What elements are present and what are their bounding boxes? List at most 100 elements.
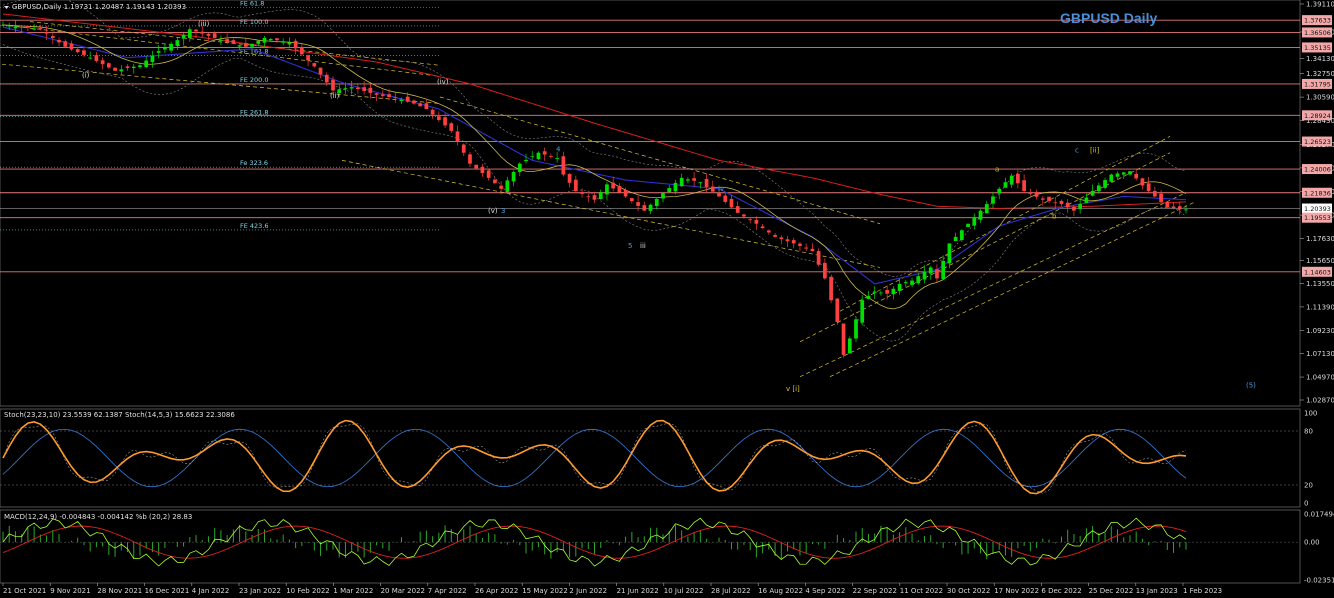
price-level-tag [1302, 136, 1332, 147]
candle [499, 180, 503, 195]
price-level-tag [1302, 164, 1332, 175]
candle-body [511, 172, 516, 182]
candle [181, 32, 186, 45]
date-tick-label: 13 Jan 2023 [1136, 587, 1178, 595]
candle-body [847, 338, 852, 354]
candle [187, 26, 192, 42]
candle [723, 193, 728, 204]
candle [1140, 177, 1145, 190]
candle [418, 101, 423, 107]
wave-label: 4 [556, 146, 561, 154]
stochastic-panel[interactable]: Stoch(23,23,10) 23.5539 62.1387 Stoch(14… [0, 408, 1301, 508]
candle-body [698, 182, 703, 184]
candle-body [26, 26, 30, 28]
date-tick-label: 11 Oct 2022 [900, 587, 943, 595]
candle [231, 39, 236, 45]
candle [549, 153, 553, 159]
candle-body [380, 94, 385, 96]
trend-channel-line [1, 63, 441, 104]
candle-body [418, 103, 423, 107]
candle-body [1034, 191, 1039, 197]
candle-body [187, 29, 192, 38]
candle [1047, 196, 1051, 204]
candle [810, 243, 815, 252]
candle [169, 41, 173, 53]
candle-body [673, 182, 678, 192]
candle [380, 90, 385, 99]
candle [1165, 201, 1170, 209]
candle-body [941, 260, 946, 280]
candle-body [928, 267, 933, 274]
candle-body [1065, 202, 1070, 208]
date-tick-label: 22 Sep 2022 [853, 587, 897, 595]
candle [879, 290, 883, 296]
stoch-signal-line [2, 422, 1187, 494]
candle [997, 186, 1002, 200]
price-tick-label: 1.09230 [1306, 327, 1334, 335]
wave-label: c [1075, 147, 1079, 155]
candle [324, 72, 329, 86]
candle-body [405, 96, 410, 102]
price-panel[interactable]: FE 61.8 FE 100.0 FE 161.8 FE 200.0 FE 261.8 F… [0, 0, 1301, 407]
candle-body [823, 262, 827, 279]
candle [318, 67, 323, 79]
candle-body [1109, 174, 1114, 182]
candle [1053, 196, 1058, 210]
candle [823, 258, 827, 280]
candle [592, 191, 597, 204]
candle [138, 62, 142, 69]
candle-body [903, 282, 908, 284]
price-level-label: 1.28924 [1304, 112, 1331, 120]
candle [829, 276, 833, 304]
candle-body [524, 160, 528, 162]
candle [654, 197, 659, 210]
candle-body [480, 166, 485, 174]
candle [910, 277, 914, 288]
candle [505, 176, 510, 194]
candle-body [430, 109, 435, 115]
price-tick-label: 1.30590 [1306, 94, 1334, 102]
wave-label: [ii] [1090, 147, 1100, 155]
ma-long-line [2, 13, 1187, 209]
candle-body [748, 219, 753, 221]
candle-body [654, 198, 659, 207]
candle-body [268, 39, 273, 41]
macd-panel[interactable]: MACD(12,24,9) -0.004843 -0.004142 %b (20… [0, 509, 1301, 584]
candle [312, 62, 317, 68]
candle [424, 99, 429, 110]
trend-channel-line [829, 201, 1196, 378]
candle-body [935, 269, 939, 279]
candle-body [854, 319, 858, 339]
candle [617, 183, 622, 193]
candle-body [144, 60, 149, 68]
macd-main-line [2, 517, 1187, 567]
bollinger-upper-band [2, 0, 1187, 277]
date-tick-label: 21 Jun 2022 [617, 587, 659, 595]
dropdown-icon[interactable] [4, 6, 9, 9]
fib-level-label: FE 423.6 [240, 222, 269, 230]
candle-body [860, 300, 865, 323]
price-level-label: 1.37633 [1304, 17, 1331, 25]
candle-body [642, 205, 647, 211]
price-tick-label: 1.11390 [1306, 303, 1334, 311]
candle-body [972, 217, 977, 226]
candle [343, 82, 348, 94]
stoch-axis: 100 80 20 0 [1304, 410, 1317, 508]
candle-body [1072, 206, 1076, 211]
candle-body [443, 117, 447, 126]
candle [100, 57, 105, 70]
candle [275, 37, 279, 43]
candle [125, 64, 130, 71]
candle [729, 195, 734, 209]
candle-body [1047, 196, 1051, 202]
candle [300, 42, 304, 57]
candle-body [194, 29, 198, 32]
candle-body [1134, 173, 1139, 179]
candle-body [256, 40, 261, 44]
wave-label: a [995, 165, 999, 173]
candle-body [710, 186, 715, 192]
candle [368, 83, 373, 99]
candle [773, 232, 777, 238]
candle-body [138, 65, 142, 67]
